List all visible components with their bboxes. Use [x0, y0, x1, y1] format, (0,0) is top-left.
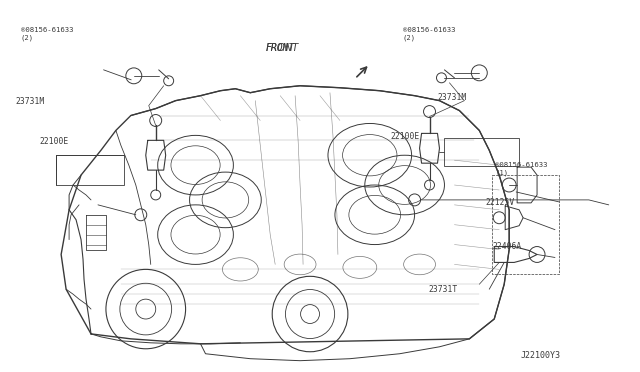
Text: 22406A: 22406A [492, 243, 522, 251]
Text: FRONT: FRONT [266, 42, 299, 52]
Text: 23731M: 23731M [438, 93, 467, 102]
Text: J22100Y3: J22100Y3 [521, 351, 561, 360]
Text: ®08156-61633
(2): ®08156-61633 (2) [20, 27, 73, 41]
Text: FRONT: FRONT [266, 42, 295, 52]
Text: 22125V: 22125V [486, 198, 515, 207]
Text: 22100E: 22100E [40, 137, 69, 146]
Text: 23731M: 23731M [15, 97, 45, 106]
Text: ®08156-61633
(2): ®08156-61633 (2) [403, 27, 455, 41]
Text: 23731T: 23731T [428, 285, 458, 294]
Text: ®08156-61633
(1): ®08156-61633 (1) [495, 162, 548, 176]
Text: 22100E: 22100E [390, 132, 419, 141]
